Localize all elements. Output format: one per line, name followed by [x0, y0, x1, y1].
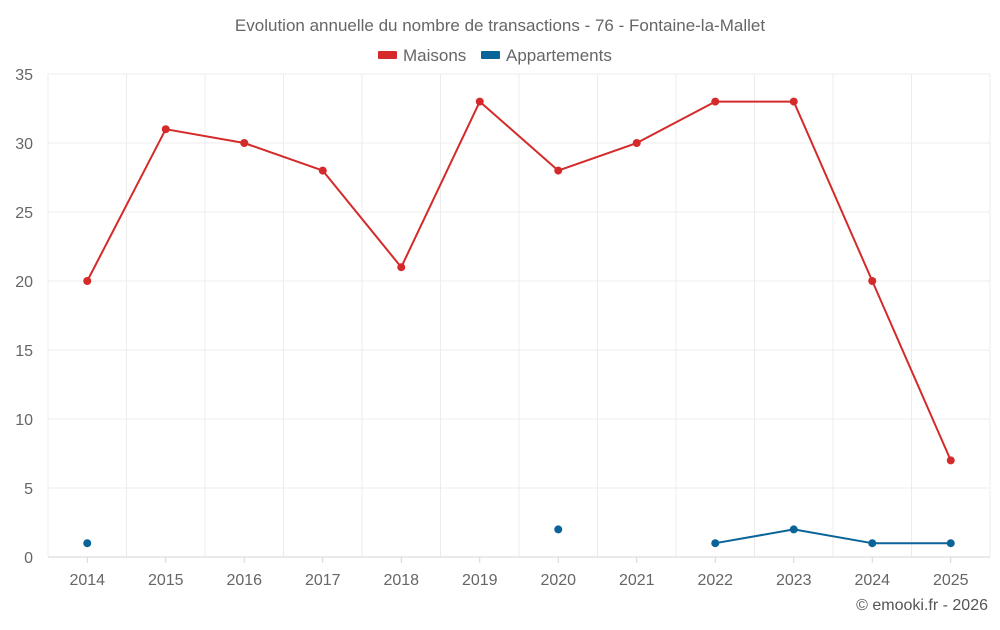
x-tick-label: 2015 — [148, 572, 184, 589]
y-tick-label: 30 — [15, 136, 33, 153]
data-point-maisons-2014[interactable] — [83, 277, 92, 285]
series-maisons — [83, 97, 955, 465]
legend-swatch-maisons — [378, 51, 397, 59]
series-line-appartements — [715, 528, 951, 545]
credit-text: © emooki.fr - 2026 — [856, 597, 988, 614]
x-tick-label: 2019 — [462, 572, 498, 589]
y-tick-label: 5 — [24, 481, 33, 498]
x-tick-label: 2024 — [854, 572, 890, 589]
x-tick-label: 2025 — [933, 572, 969, 589]
y-axis: 0 5 10 15 20 25 30 35 — [15, 67, 33, 567]
legend-label-maisons: Maisons — [403, 46, 466, 65]
x-tick-label: 2014 — [69, 572, 105, 589]
legend-item-maisons[interactable]: Maisons — [378, 46, 466, 65]
data-point-appartements-2023[interactable] — [789, 525, 798, 534]
legend-swatch-appartements — [481, 51, 500, 59]
data-point-maisons-2016[interactable] — [240, 139, 249, 147]
x-tick-label: 2022 — [697, 572, 733, 589]
data-point-maisons-2020[interactable] — [554, 166, 563, 175]
series-appartements — [83, 525, 955, 548]
x-axis: 2014 2015 2016 2017 2018 2019 2020 2021 2022 2023… — [69, 557, 969, 589]
data-point-appartements-2014[interactable] — [83, 539, 92, 548]
y-tick-label: 10 — [15, 412, 33, 429]
plot-area — [83, 97, 955, 548]
y-tick-label: 35 — [15, 67, 33, 84]
data-point-maisons-2015[interactable] — [161, 125, 170, 134]
y-tick-label: 20 — [15, 274, 33, 291]
data-point-maisons-2022[interactable] — [711, 97, 720, 106]
x-tick-label: 2020 — [540, 572, 576, 589]
data-point-maisons-2017[interactable] — [318, 166, 327, 175]
legend-item-appartements[interactable]: Appartements — [481, 46, 612, 65]
data-point-maisons-2019[interactable] — [475, 97, 484, 106]
series-line-maisons — [86, 100, 952, 461]
data-point-appartements-2022[interactable] — [711, 539, 720, 548]
x-tick-label: 2017 — [305, 572, 341, 589]
data-point-appartements-2024[interactable] — [868, 539, 877, 548]
data-point-maisons-2024[interactable] — [868, 277, 877, 285]
data-point-maisons-2021[interactable] — [632, 139, 641, 147]
x-tick-label: 2018 — [383, 572, 419, 589]
grid — [47, 73, 991, 558]
data-point-maisons-2018[interactable] — [397, 263, 406, 272]
data-point-appartements-2020[interactable] — [554, 525, 563, 534]
chart-title: Evolution annuelle du nombre de transact… — [235, 16, 765, 35]
y-tick-label: 25 — [15, 205, 33, 222]
y-tick-label: 15 — [15, 343, 33, 360]
legend: Maisons Appartements — [378, 46, 612, 65]
data-point-maisons-2023[interactable] — [789, 97, 798, 106]
legend-label-appartements: Appartements — [506, 46, 612, 65]
y-tick-label: 0 — [24, 550, 33, 567]
x-tick-label: 2021 — [619, 572, 655, 589]
data-point-appartements-2025[interactable] — [946, 539, 955, 548]
x-tick-label: 2023 — [776, 572, 812, 589]
data-point-maisons-2025[interactable] — [946, 456, 955, 465]
x-tick-label: 2016 — [226, 572, 262, 589]
